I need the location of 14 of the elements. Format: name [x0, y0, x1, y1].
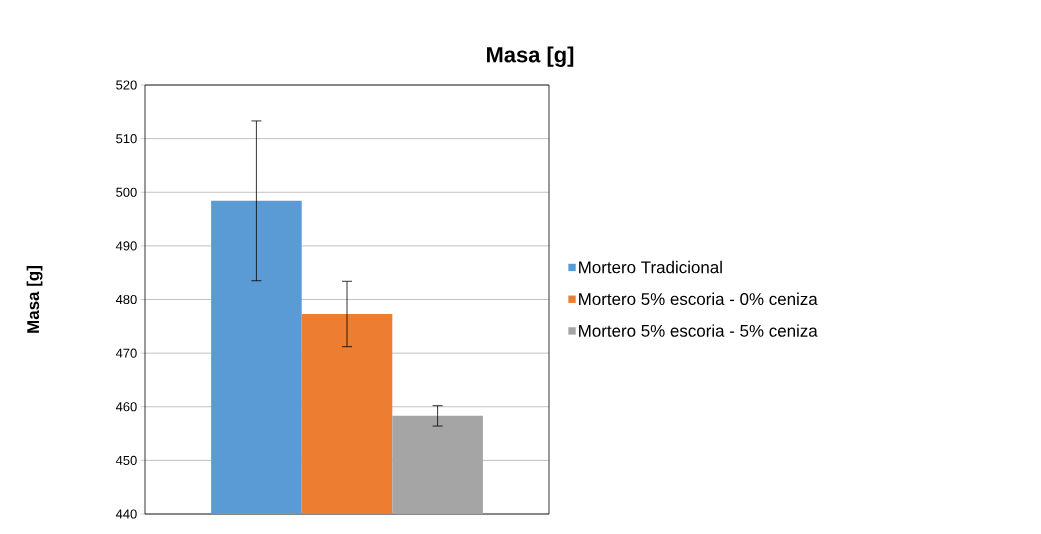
y-tick-label: 440 — [115, 509, 137, 519]
y-tick-label: 470 — [115, 348, 137, 358]
y-tick-label: 510 — [116, 134, 137, 144]
y-tick-label: 500 — [116, 187, 137, 197]
y-tick-label: 520 — [116, 80, 137, 90]
y-tick-label: 490 — [115, 241, 137, 251]
y-axis-title: Masa [g] — [26, 266, 43, 333]
legend-label: Mortero Tradicional — [579, 260, 722, 274]
y-tick-label: 460 — [115, 402, 137, 412]
y-tick-label: 450 — [115, 455, 137, 465]
legend-label: Mortero 5% escoria - 0% ceniza — [579, 292, 818, 306]
y-tick-label: 480 — [115, 294, 137, 305]
legend-label: Mortero 5% escoria - 5% ceniza — [579, 324, 818, 337]
chart-title: Masa [g] — [487, 46, 574, 67]
